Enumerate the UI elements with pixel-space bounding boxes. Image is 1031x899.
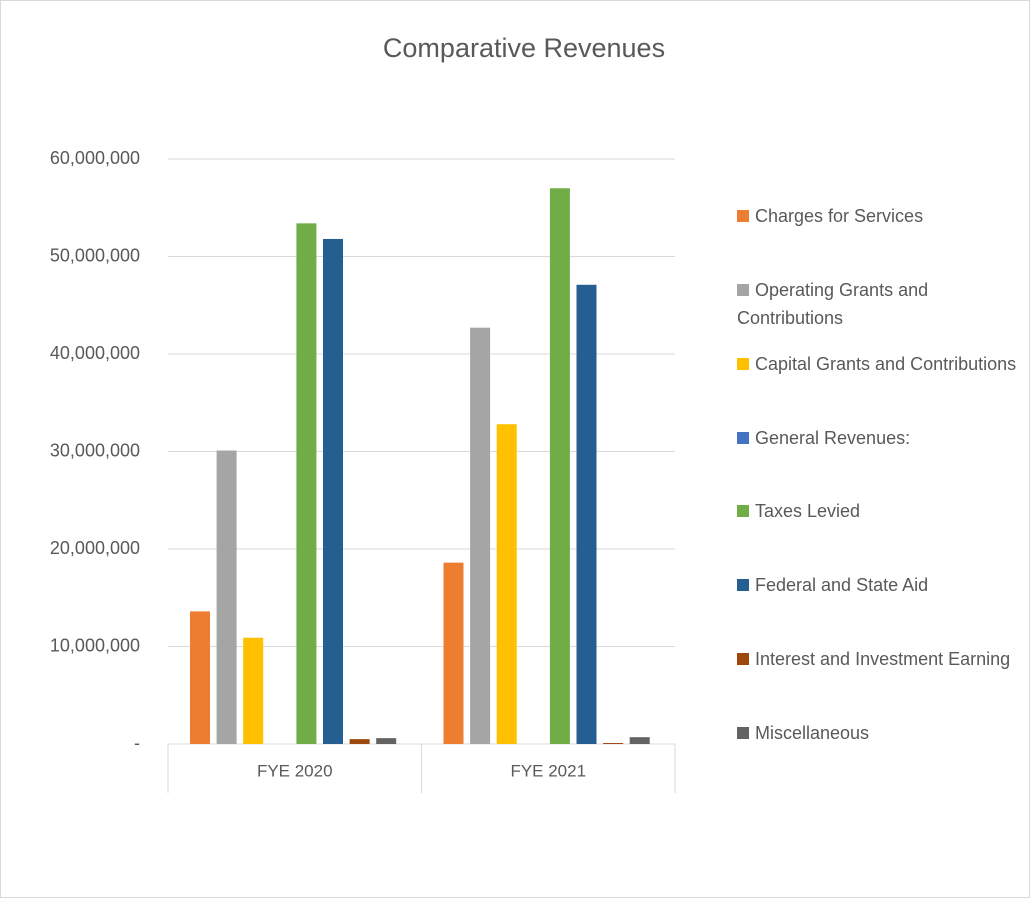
bar — [243, 637, 264, 744]
legend-label: Interest and Investment Earning — [755, 649, 1011, 669]
legend-swatch — [737, 579, 749, 591]
legend-label: Taxes Levied — [755, 501, 861, 521]
bar — [216, 450, 237, 744]
legend-swatch — [737, 653, 749, 665]
legend-item: Operating Grants and Contributions — [737, 276, 1022, 332]
legend-label: Operating Grants and Contributions — [737, 280, 929, 328]
bar — [629, 737, 650, 744]
legend-label: Miscellaneous — [755, 723, 870, 743]
legend-label: General Revenues: — [755, 428, 911, 448]
legend-swatch — [737, 284, 749, 296]
y-tick-label: 10,000,000 — [50, 635, 140, 655]
legend-item: Interest and Investment Earning — [737, 645, 1022, 673]
bar — [576, 284, 597, 744]
bar — [349, 739, 370, 744]
y-tick-label: 40,000,000 — [50, 343, 140, 363]
legend-swatch — [737, 727, 749, 739]
legend-item: Charges for Services — [737, 202, 1022, 230]
y-tick-label: - — [134, 733, 140, 753]
legend-item: Taxes Levied — [737, 497, 1022, 525]
bar — [603, 743, 624, 744]
y-tick-label: 30,000,000 — [50, 440, 140, 460]
legend-item: Miscellaneous — [737, 719, 1022, 747]
legend-swatch — [737, 358, 749, 370]
x-tick-label: FYE 2020 — [257, 761, 333, 780]
legend-swatch — [737, 210, 749, 222]
chart-title: Comparative Revenues — [383, 33, 665, 63]
bar — [443, 562, 464, 744]
y-tick-label: 60,000,000 — [50, 148, 140, 168]
legend-swatch — [737, 432, 749, 444]
bar — [496, 424, 517, 744]
bar — [549, 188, 570, 744]
x-tick-label: FYE 2021 — [510, 761, 586, 780]
y-tick-label: 50,000,000 — [50, 245, 140, 265]
legend-label: Capital Grants and Contributions — [755, 354, 1017, 374]
legend-label: Charges for Services — [755, 206, 924, 226]
bar — [376, 738, 397, 744]
bar — [190, 611, 210, 744]
y-tick-label: 20,000,000 — [50, 538, 140, 558]
legend-label: Federal and State Aid — [755, 575, 929, 595]
bar — [296, 223, 317, 745]
legend-swatch — [737, 505, 749, 517]
bar — [470, 327, 491, 744]
legend-item: Capital Grants and Contributions — [737, 350, 1022, 378]
legend-item: Federal and State Aid — [737, 571, 1022, 599]
bar — [323, 238, 343, 744]
legend-item: General Revenues: — [737, 424, 1022, 452]
